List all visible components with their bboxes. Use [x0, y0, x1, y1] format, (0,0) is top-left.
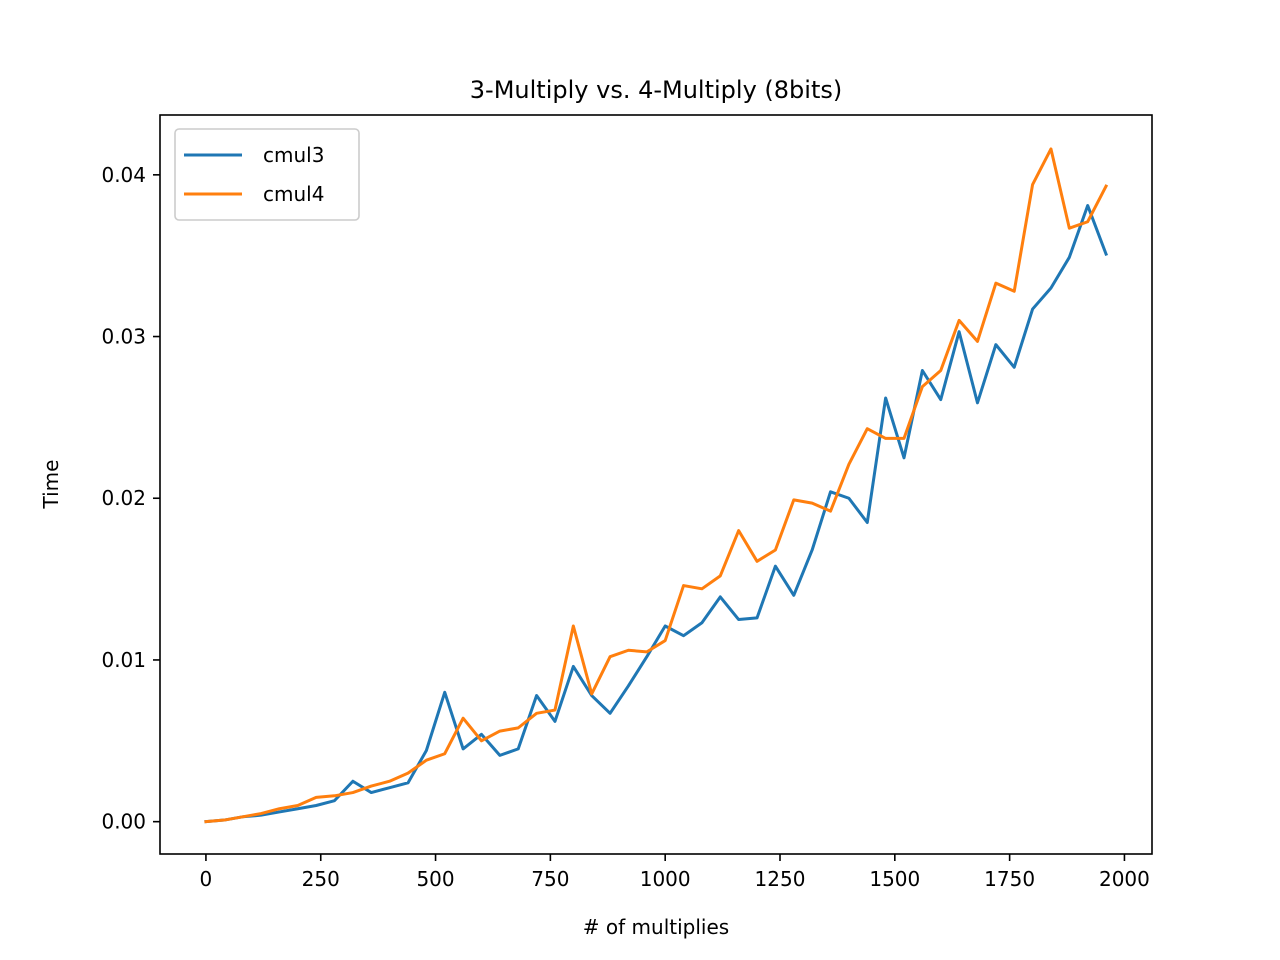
- y-tick-label: 0.01: [101, 648, 146, 672]
- y-tick-label: 0.00: [101, 810, 146, 834]
- x-axis: 0 250 500 750 1000 1250 1500 1750 2000: [200, 854, 1150, 891]
- chart-title: 3-Multiply vs. 4-Multiply (8bits): [470, 76, 842, 104]
- y-tick-label: 0.03: [101, 325, 146, 349]
- x-tick-label: 2000: [1099, 867, 1150, 891]
- y-axis: 0.00 0.01 0.02 0.03 0.04: [101, 163, 160, 834]
- x-tick-label: 0: [200, 867, 213, 891]
- plot-frame: [159, 114, 1153, 855]
- series-line-cmul3: [204, 204, 1109, 824]
- x-tick-label: 500: [416, 867, 454, 891]
- y-tick-label: 0.02: [101, 486, 146, 510]
- legend: cmul3 cmul4: [174, 128, 360, 221]
- x-tick-label: 1750: [984, 867, 1035, 891]
- x-tick-label: 1500: [869, 867, 920, 891]
- legend-box: [174, 128, 360, 221]
- y-axis-label: Time: [39, 460, 63, 510]
- x-tick-label: 1000: [640, 867, 691, 891]
- legend-label-cmul3: cmul3: [263, 143, 324, 167]
- y-tick-label: 0.04: [101, 163, 146, 187]
- legend-label-cmul4: cmul4: [263, 182, 324, 206]
- x-tick-label: 750: [531, 867, 569, 891]
- series-layer: [204, 147, 1109, 824]
- series-line-cmul4: [204, 147, 1109, 824]
- x-axis-label: # of multiplies: [583, 915, 729, 939]
- x-tick-label: 250: [302, 867, 340, 891]
- plot-area: [160, 115, 1152, 854]
- x-tick-label: 1250: [755, 867, 806, 891]
